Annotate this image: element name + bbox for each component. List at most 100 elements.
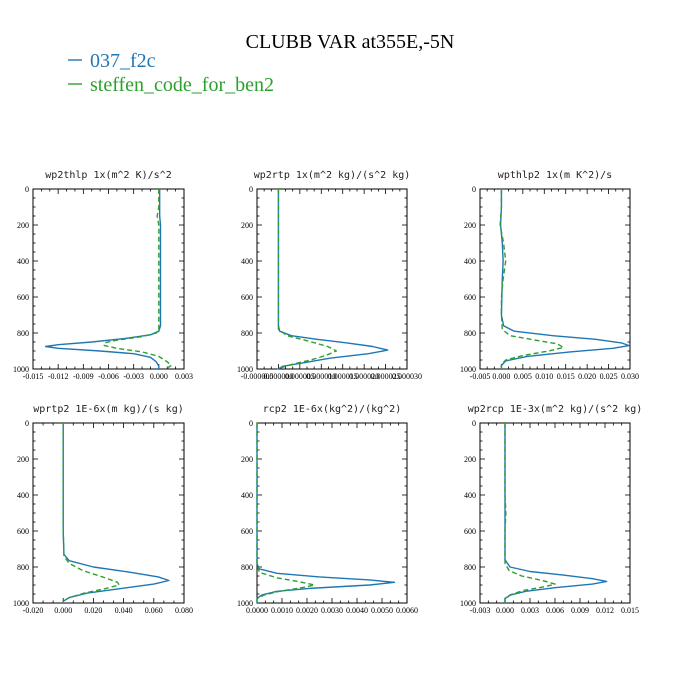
y-tick-label: 800 <box>241 329 253 338</box>
plot-frame <box>479 422 631 604</box>
y-tick-label: 600 <box>241 293 253 302</box>
series-line-test <box>499 189 565 369</box>
y-tick-label: 400 <box>17 491 29 500</box>
x-tick-label: 0.0040 <box>346 606 368 615</box>
y-tick-label: 600 <box>17 527 29 536</box>
y-tick-label: 200 <box>464 221 476 230</box>
x-tick-label: 0.000 <box>150 372 168 381</box>
x-tick-label: 0.005 <box>514 372 532 381</box>
x-tick-label: 0.0030 <box>321 606 343 615</box>
series-line-test <box>62 423 120 603</box>
x-tick-label: 0.000000 <box>263 372 293 381</box>
y-tick-label: 200 <box>17 455 29 464</box>
panel-title: wprtp2 1E-6x(m kg)/(s kg) <box>33 404 184 415</box>
y-tick-label: 800 <box>464 563 476 572</box>
y-tick-label: 200 <box>241 455 253 464</box>
y-tick-label: 0 <box>25 419 29 428</box>
x-tick-label: 0.012 <box>596 606 614 615</box>
x-tick-label: 0.0000 <box>246 606 268 615</box>
x-tick-label: 0.030 <box>621 372 639 381</box>
y-tick-label: 200 <box>464 455 476 464</box>
y-tick-label: 600 <box>464 527 476 536</box>
y-tick-label: 0 <box>472 185 476 194</box>
x-tick-label: 0.003 <box>175 372 193 381</box>
y-tick-label: 1000 <box>460 365 476 374</box>
x-tick-label: 0.000 <box>54 606 72 615</box>
y-tick-label: 400 <box>241 491 253 500</box>
plot-frame <box>32 422 185 604</box>
legend-entry-1: 037_f2c <box>68 50 156 72</box>
y-tick-label: 0 <box>249 419 253 428</box>
x-tick-label: -0.003 <box>470 606 491 615</box>
y-tick-label: 800 <box>17 563 29 572</box>
y-tick-label: 600 <box>241 527 253 536</box>
series-line-control <box>62 423 170 603</box>
legend-label-2: steffen_code_for_ben2 <box>90 74 274 96</box>
y-tick-label: 600 <box>17 293 29 302</box>
panel-2: wp2rtp 1x(m^2 kg)/(s^2 kg)0 200 400 600 800 1… <box>237 170 422 381</box>
y-tick-label: 1000 <box>460 599 476 608</box>
y-tick-label: 1000 <box>237 365 253 374</box>
x-tick-label: 0.000030 <box>392 372 422 381</box>
x-tick-label: 0.015 <box>621 606 639 615</box>
x-tick-label: -0.009 <box>73 372 94 381</box>
x-tick-label: 0.009 <box>571 606 589 615</box>
x-tick-label: 0.0020 <box>296 606 318 615</box>
panel-4: wprtp2 1E-6x(m kg)/(s kg) 0 200 400 600 800 10… <box>13 404 193 615</box>
x-tick-label: 0.000015 <box>328 372 358 381</box>
x-tick-label: 0.015 <box>557 372 575 381</box>
x-tick-label: 0.020 <box>84 606 102 615</box>
x-tick-label: 0.006 <box>546 606 564 615</box>
x-tick-label: 0.003 <box>521 606 539 615</box>
x-tick-label: 0.000 <box>492 372 510 381</box>
y-tick-label: 200 <box>17 221 29 230</box>
series-line-test <box>504 423 556 603</box>
panels-grid: wp2thlp 1x(m^2 K)/s^202004006008001000-0… <box>13 170 642 615</box>
legend-entry-2: steffen_code_for_ben2 <box>68 74 274 96</box>
x-tick-label: 0.0060 <box>396 606 418 615</box>
y-tick-label: 1000 <box>13 365 29 374</box>
y-tick-label: 800 <box>17 329 29 338</box>
series-line-control <box>277 189 389 370</box>
x-tick-label: -0.005 <box>470 372 491 381</box>
legend-label-1: 037_f2c <box>90 50 156 72</box>
x-tick-label: 0.040 <box>115 606 133 615</box>
x-tick-label: -0.012 <box>48 372 69 381</box>
plot-frame <box>256 188 408 370</box>
panel-title: rcp2 1E-6x(kg^2)/(kg^2) <box>263 404 401 415</box>
x-tick-label: 0.020 <box>578 372 596 381</box>
y-tick-label: 400 <box>464 491 476 500</box>
panel-title: wpthlp2 1x(m K^2)/s <box>498 170 612 181</box>
series-line-test <box>103 189 173 369</box>
panel-3: wpthlp2 1x(m K^2)/s 0 200 400 600 800 1000-0.0… <box>460 170 639 381</box>
panel-title: wp2rtp 1x(m^2 kg)/(s^2 kg) <box>254 170 411 181</box>
x-tick-label: 0.000025 <box>371 372 401 381</box>
x-tick-label: 0.000010 <box>306 372 336 381</box>
x-tick-label: -0.006 <box>98 372 119 381</box>
series-line-test <box>276 189 337 370</box>
panel-1: wp2thlp 1x(m^2 K)/s^202004006008001000-0… <box>13 170 193 381</box>
y-tick-label: 800 <box>464 329 476 338</box>
y-tick-label: 1000 <box>13 599 29 608</box>
x-tick-label: -0.003 <box>123 372 144 381</box>
series-line-control <box>499 189 630 369</box>
y-tick-label: 0 <box>249 185 253 194</box>
plot-frame <box>256 422 408 604</box>
y-tick-label: 800 <box>241 563 253 572</box>
y-tick-label: 0 <box>25 185 29 194</box>
x-tick-label: -0.000005 <box>241 372 274 381</box>
y-tick-label: 400 <box>241 257 253 266</box>
legend: 037_f2c steffen_code_for_ben2 <box>68 50 274 96</box>
x-tick-label: 0.0050 <box>371 606 393 615</box>
x-tick-label: 0.010 <box>535 372 553 381</box>
y-tick-label: 1000 <box>237 599 253 608</box>
x-tick-label: 0.080 <box>175 606 193 615</box>
series-line-control <box>504 423 608 603</box>
y-tick-label: 600 <box>464 293 476 302</box>
y-tick-label: 400 <box>464 257 476 266</box>
panel-title: wp2rcp 1E-3x(m^2 kg)/(s^2 kg) <box>468 404 643 415</box>
x-tick-label: 0.000 <box>496 606 514 615</box>
x-tick-label: 0.000020 <box>349 372 379 381</box>
panel-6: wp2rcp 1E-3x(m^2 kg)/(s^2 kg) 0 200 400 600 8… <box>460 404 642 615</box>
x-tick-label: 0.000005 <box>285 372 315 381</box>
